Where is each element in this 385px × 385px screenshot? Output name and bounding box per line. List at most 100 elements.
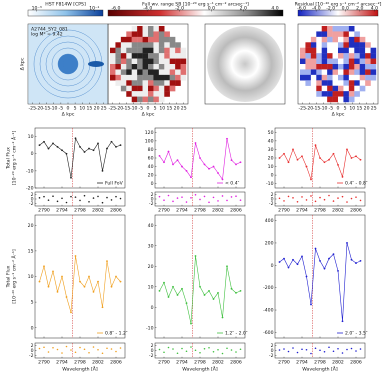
- map-pixel: [343, 91, 350, 97]
- spectrum-point: [38, 144, 41, 147]
- y-axis-label: Total Flux: [6, 265, 12, 288]
- x-axis-label: Wavelength [Å]: [62, 366, 98, 373]
- map-pixel: [131, 36, 138, 43]
- map-pixel: [348, 58, 355, 65]
- map-pixel: [370, 53, 377, 59]
- map-pixel: [180, 69, 187, 76]
- colorbar: [27, 9, 104, 17]
- map-pixel: [343, 85, 350, 92]
- map-pixel: [354, 64, 360, 70]
- map-x-tick-label: -25: [299, 106, 307, 112]
- map-pixel: [343, 58, 350, 65]
- x-tick-label: 2802: [212, 208, 224, 214]
- map-pixel: [137, 31, 143, 38]
- map-pixel: [332, 80, 339, 86]
- residual-point: [283, 348, 285, 350]
- legend-label: 2.0″ - 3.5″: [345, 331, 368, 337]
- residual-point: [74, 351, 77, 354]
- map-pixel: [321, 31, 328, 38]
- residual-point: [106, 196, 108, 199]
- map-pixel: [327, 96, 333, 103]
- residual-tick-label: 0: [151, 197, 154, 203]
- map-pixel: [338, 58, 344, 65]
- map-pixel: [115, 64, 122, 70]
- map-pixel: [348, 36, 355, 43]
- spectrum-point: [88, 147, 90, 150]
- map-pixel: [115, 42, 122, 48]
- map-annotation: log M* = 9.42: [31, 32, 63, 38]
- map-pixel: [115, 74, 122, 81]
- spectrum-point: [350, 258, 353, 261]
- y-tick-label: 50: [268, 130, 274, 136]
- residual-point: [194, 349, 197, 352]
- spectrum-point: [359, 259, 362, 262]
- map-pixel: [115, 47, 122, 54]
- residual-tick-label: 2: [31, 192, 34, 198]
- residual-tick-label: -2: [29, 201, 34, 207]
- spectrum-point: [355, 155, 357, 158]
- map-pixel: [354, 47, 360, 54]
- spectrum-point: [167, 296, 170, 298]
- x-tick-label: 2798: [74, 360, 86, 366]
- residual-point: [65, 201, 68, 204]
- map-pixel: [348, 74, 355, 81]
- map-x-tick-label: -25: [109, 106, 117, 112]
- spectrum-point: [185, 169, 188, 172]
- map-pixel: [300, 64, 306, 70]
- spectrum-point: [292, 258, 294, 261]
- map-pixel: [359, 69, 366, 76]
- map-pixel: [348, 96, 355, 103]
- residual-point: [176, 352, 179, 355]
- y-tick-label: 10: [268, 164, 274, 170]
- map-x-tick-label: -15: [123, 106, 131, 112]
- y-tick-label: 40: [148, 164, 154, 170]
- colorbar-tick-label: -4.0: [312, 6, 321, 12]
- map-annotation: A2744_SY2_081: [31, 27, 68, 33]
- residual-tick-label: -2: [149, 353, 154, 359]
- map-pixel: [120, 85, 127, 92]
- spectrum-point: [287, 161, 290, 164]
- map-pixel: [348, 47, 355, 54]
- spectrum-point: [301, 155, 303, 158]
- spectrum-line: [279, 145, 361, 180]
- map-pixel: [169, 80, 176, 86]
- residual-tick-label: 2: [151, 343, 154, 349]
- residual-point: [230, 349, 233, 351]
- residual-point: [217, 200, 219, 202]
- spectrum-point: [43, 140, 45, 143]
- colorbar-label: HST F814W [CPS]: [45, 2, 86, 8]
- spectrum-point: [83, 151, 86, 153]
- map-pixel: [310, 53, 317, 59]
- map-x-tick-label: 20: [364, 106, 370, 112]
- residual-point: [43, 195, 45, 198]
- spectrum-point: [172, 285, 174, 288]
- map-x-tick-label: -5: [59, 106, 64, 112]
- residual-point: [221, 352, 224, 355]
- x-tick-label: 2790: [158, 208, 170, 214]
- spectrum-point: [310, 303, 312, 306]
- map-pixel: [120, 64, 127, 70]
- map-pixel: [169, 85, 176, 92]
- residual-point: [110, 348, 113, 350]
- residual-point: [167, 346, 170, 349]
- map-pixel: [305, 42, 312, 48]
- map-pixel: [126, 47, 132, 54]
- map-x-tick-label: -5: [329, 106, 334, 112]
- map-pixel: [354, 53, 360, 59]
- residual-point: [239, 199, 242, 201]
- map-pixel: [370, 47, 377, 54]
- map-pixel: [110, 74, 116, 81]
- spectrum-point: [38, 280, 41, 283]
- map-pixel: [327, 64, 333, 70]
- y-tick-label: -20: [26, 186, 34, 192]
- map-pixel: [137, 42, 143, 48]
- x-tick-label: 2794: [176, 208, 188, 214]
- map-pixel: [321, 85, 328, 92]
- map-pixel: [359, 85, 366, 92]
- map-x-tick-label: 5: [74, 106, 77, 112]
- map-pixel: [370, 74, 377, 81]
- spectrum-line: [39, 137, 121, 178]
- spectrum-point: [194, 255, 197, 257]
- residual-point: [190, 346, 192, 348]
- x-tick-label: 2802: [332, 360, 344, 366]
